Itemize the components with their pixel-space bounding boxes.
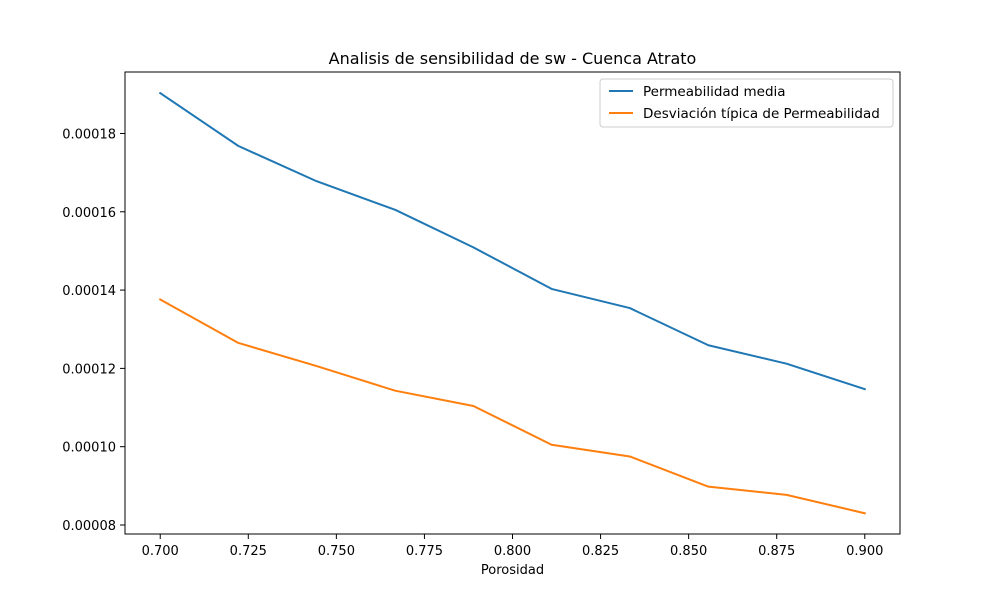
- y-tick-label: 0.00018: [62, 127, 116, 142]
- x-tick-label: 0.875: [758, 544, 795, 559]
- x-axis-label: Porosidad: [481, 563, 544, 578]
- x-tick-label: 0.800: [494, 544, 531, 559]
- legend-label-2: Desviación típica de Permeabilidad: [643, 106, 880, 122]
- y-tick-label: 0.00012: [62, 362, 116, 377]
- x-tick-label: 0.825: [582, 544, 619, 559]
- series-lines: [158, 91, 867, 515]
- series-line-2: [158, 298, 866, 515]
- x-tick-label: 0.725: [230, 544, 267, 559]
- legend-label-1: Permeabilidad media: [643, 84, 786, 100]
- x-tick-label: 0.700: [142, 544, 179, 559]
- legend: Permeabilidad media Desviación típica de …: [599, 78, 894, 128]
- x-tick-label: 0.900: [846, 544, 883, 559]
- series-line-1: [158, 91, 867, 391]
- x-tick-label: 0.775: [406, 544, 443, 559]
- y-tick-label: 0.00016: [62, 206, 116, 221]
- y-tick-label: 0.00010: [62, 441, 116, 456]
- legend-box: [599, 78, 894, 128]
- y-tick-label: 0.00008: [62, 519, 116, 534]
- axes: 0.700 0.725 0.750 0.775 0.800 0.825 0.850 0.875…: [62, 71, 901, 559]
- y-tick-label: 0.00014: [62, 284, 116, 299]
- chart-title: Analisis de sensibilidad de sw - Cuenca …: [329, 49, 697, 68]
- x-tick-label: 0.750: [318, 544, 355, 559]
- x-tick-label: 0.850: [670, 544, 707, 559]
